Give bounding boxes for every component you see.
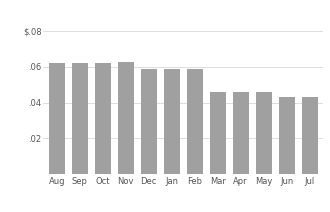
Bar <box>210 92 226 174</box>
Bar <box>164 69 180 174</box>
Bar <box>302 97 318 174</box>
Bar <box>186 69 203 174</box>
Bar <box>233 92 249 174</box>
Bar <box>255 92 272 174</box>
Bar <box>141 69 157 174</box>
Bar <box>49 63 65 174</box>
Bar <box>117 61 134 174</box>
Bar <box>279 97 295 174</box>
Bar <box>95 63 111 174</box>
Bar <box>72 63 88 174</box>
